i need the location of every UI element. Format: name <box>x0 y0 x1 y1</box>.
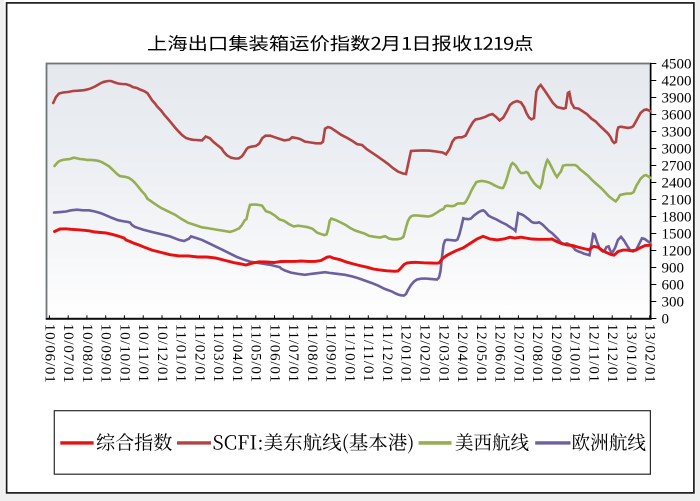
svg-text:13/02/01: 13/02/01 <box>642 324 658 384</box>
svg-text:13/01/01: 13/01/01 <box>623 324 639 384</box>
svg-text:12/06/01: 12/06/01 <box>492 324 508 384</box>
svg-text:1200: 1200 <box>662 244 692 260</box>
svg-text:11/04/01: 11/04/01 <box>229 324 245 383</box>
svg-text:12/01/01: 12/01/01 <box>398 324 414 384</box>
svg-text:12/10/01: 12/10/01 <box>567 324 583 384</box>
svg-text:2700: 2700 <box>662 159 692 175</box>
svg-text:11/02/01: 11/02/01 <box>191 324 207 383</box>
svg-text:2100: 2100 <box>662 193 692 209</box>
svg-text:11/10/01: 11/10/01 <box>342 324 358 383</box>
svg-text:12/12/01: 12/12/01 <box>604 324 620 384</box>
svg-text:3600: 3600 <box>662 108 692 124</box>
svg-text:11/07/01: 11/07/01 <box>285 324 301 383</box>
svg-text:12/09/01: 12/09/01 <box>548 324 564 384</box>
svg-text:11/03/01: 11/03/01 <box>210 324 226 383</box>
svg-text:1500: 1500 <box>662 227 692 243</box>
svg-text:900: 900 <box>662 261 685 277</box>
svg-text:3900: 3900 <box>662 91 692 107</box>
svg-text:11/05/01: 11/05/01 <box>248 324 264 383</box>
svg-text:12/04/01: 12/04/01 <box>454 324 470 384</box>
svg-text:10/06/01: 10/06/01 <box>41 324 57 384</box>
svg-text:11/12/01: 11/12/01 <box>379 324 395 383</box>
svg-text:4500: 4500 <box>662 57 692 73</box>
svg-text:2400: 2400 <box>662 176 692 192</box>
svg-text:12/05/01: 12/05/01 <box>473 324 489 384</box>
svg-text:10/08/01: 10/08/01 <box>79 324 95 384</box>
svg-text:10/12/01: 10/12/01 <box>154 324 170 384</box>
svg-text:10/07/01: 10/07/01 <box>60 324 76 384</box>
svg-text:600: 600 <box>662 278 685 294</box>
svg-text:11/11/01: 11/11/01 <box>360 324 376 383</box>
svg-text:12/11/01: 12/11/01 <box>585 324 601 383</box>
svg-text:12/07/01: 12/07/01 <box>510 324 526 384</box>
svg-text:11/08/01: 11/08/01 <box>304 324 320 383</box>
svg-text:11/06/01: 11/06/01 <box>266 324 282 383</box>
svg-text:12/08/01: 12/08/01 <box>529 324 545 384</box>
svg-text:10/10/01: 10/10/01 <box>116 324 132 384</box>
svg-text:4200: 4200 <box>662 74 692 90</box>
svg-text:11/01/01: 11/01/01 <box>173 324 189 383</box>
svg-text:10/11/01: 10/11/01 <box>135 324 151 383</box>
svg-text:3300: 3300 <box>662 125 692 141</box>
svg-text:12/02/01: 12/02/01 <box>417 324 433 384</box>
svg-text:10/09/01: 10/09/01 <box>98 324 114 384</box>
svg-text:3000: 3000 <box>662 142 692 158</box>
svg-text:12/03/01: 12/03/01 <box>435 324 451 384</box>
svg-text:300: 300 <box>662 295 685 311</box>
svg-text:1800: 1800 <box>662 210 692 226</box>
svg-text:0: 0 <box>662 312 670 328</box>
svg-text:11/09/01: 11/09/01 <box>323 324 339 383</box>
